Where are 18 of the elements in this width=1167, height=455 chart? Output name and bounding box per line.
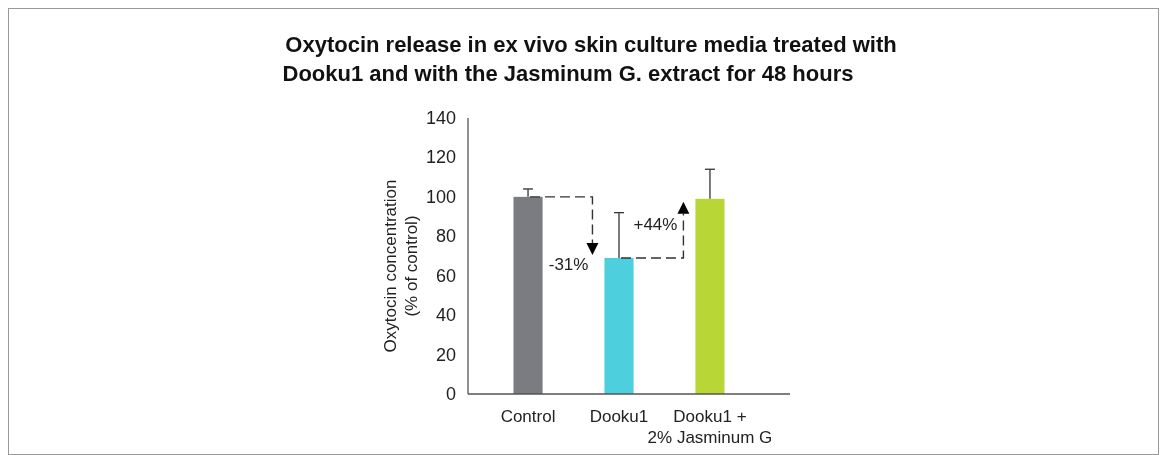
y-tick-label: 40 xyxy=(435,305,456,326)
y-tick-label: 120 xyxy=(425,147,456,168)
bar xyxy=(513,196,543,394)
y-tick-label: 140 xyxy=(425,108,456,128)
x-tick-label: Dooku1 xyxy=(589,407,649,426)
x-tick-label: Control xyxy=(500,407,556,426)
annotation: +44% xyxy=(633,215,678,235)
y-tick-label: 0 xyxy=(445,384,456,404)
y-tick-label: 100 xyxy=(425,186,456,207)
y-axis-title: Oxytocin concentration (% of control) xyxy=(381,179,421,353)
chart-title: Oxytocin release in ex vivo skin culture media treated with Dooku1 and with the Jasminum G. extract for 48 hours xyxy=(282,32,897,86)
y-tick-label: 80 xyxy=(435,226,456,247)
x-tick-label: Dooku1 + 2% Jasminum G xyxy=(647,407,773,447)
bar xyxy=(695,198,725,394)
bar xyxy=(604,257,634,394)
y-tick-label: 60 xyxy=(435,265,456,286)
y-tick-label: 20 xyxy=(435,344,456,365)
annotation: -31% xyxy=(548,254,589,274)
